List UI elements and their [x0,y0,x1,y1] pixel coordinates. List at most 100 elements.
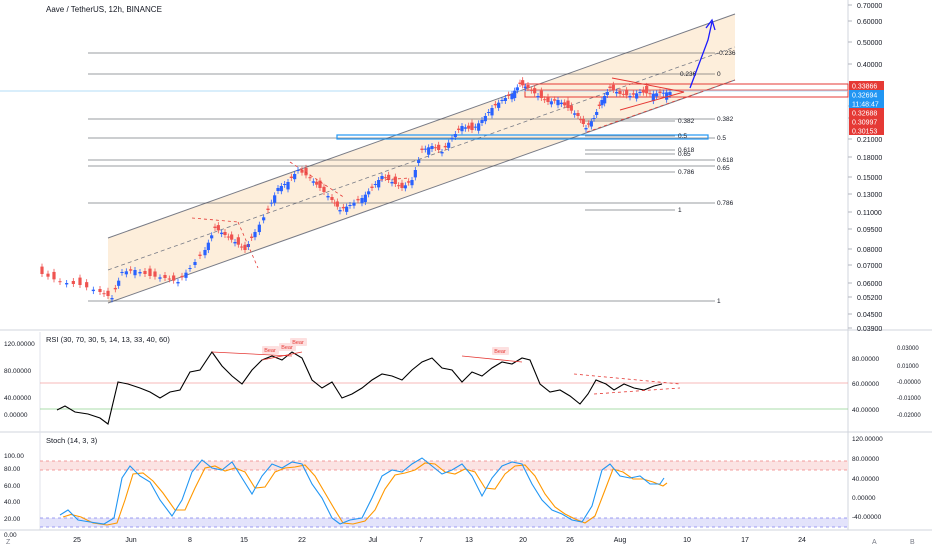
candle-body [518,82,522,84]
candle-body [370,186,374,188]
candle-body [129,269,133,271]
stoch-left-tick: 60.00 [4,483,21,490]
candle-body [556,100,560,106]
candle-body [651,93,655,102]
candle-body [387,174,391,180]
rsi-dashed-lower[interactable] [593,387,681,395]
price-tick-label: 0.21000 [857,137,882,144]
candle-body [440,152,444,154]
stoch-k-line[interactable] [59,457,665,525]
candle-body [46,273,50,277]
fibonacci-retracements[interactable]: -0.23600.2360.3820.50.6180.650.78610.382… [0,50,849,305]
stoch-d-line[interactable] [62,462,668,526]
candle-body [352,202,356,206]
candle-body [573,113,577,115]
fib-label: 0.786 [717,200,734,207]
auto-scale-button[interactable]: A [872,539,877,546]
channel-lower-line[interactable] [107,79,736,304]
candle-body [500,100,504,101]
candle-body [433,147,437,149]
candle-body [206,242,210,251]
candle-body [153,271,157,277]
dashed-trend-1[interactable] [191,217,239,223]
candle-body [203,250,207,256]
candle-body [453,134,457,137]
stoch-pane[interactable]: 100.00 80.00 60.00 40.00 20.00 0.00 120.00000 8… [4,436,883,539]
stoch-oversold-band [40,518,848,527]
candle-body [543,99,547,101]
candle-body [367,191,371,195]
bear-label: Bear [264,348,276,354]
bear-label: Bear [494,349,506,355]
time-axis-label: 25 [73,537,81,544]
projection-arrowhead[interactable] [705,18,716,31]
candle-body [184,272,188,278]
rsi-pane[interactable]: Bear BearBearBear120.0000080.0000040.0000… [4,338,921,425]
price-tick-label: 0.50000 [857,40,882,47]
price-tick-label: 0.09500 [857,227,882,234]
candle-body [536,96,540,98]
candle-body [450,138,454,139]
rsi-divergence-3[interactable] [461,355,523,363]
zoom-reset-button[interactable]: Z [6,539,11,546]
candle-body [226,236,230,238]
channel-upper-line[interactable] [107,13,736,239]
drawing-annotations[interactable] [191,18,736,269]
time-axis-label: 26 [566,537,574,544]
support-trendline[interactable] [586,79,736,133]
candle-body [213,226,217,228]
rsi-divergence-2[interactable] [261,351,303,361]
candle-body [300,169,304,173]
candle-body [397,185,401,187]
candle-body [138,272,142,274]
rsi-divergence-1[interactable] [211,351,293,357]
candle-body [91,289,95,292]
brightness-button[interactable]: B [910,539,915,546]
candle-body [592,118,596,119]
candle-body [457,128,461,130]
stoch-title: Stoch (14, 3, 3) [46,436,98,445]
projection-arrow[interactable] [689,21,713,89]
candle-body [553,99,557,101]
candle-body [447,142,451,148]
triangle-pattern[interactable] [611,77,685,111]
rsi-left-tick: 120.00000 [4,341,35,348]
candlestick-series [40,77,672,303]
price-badge-label: 11:48:47 [852,102,879,109]
candle-body [410,180,414,186]
candle-body [283,184,287,185]
rsi-title: RSI (30, 70, 30, 5, 14, 13, 33, 40, 60) [46,335,170,344]
candle-body [120,272,124,273]
candle-body [665,92,669,100]
rsi-line[interactable] [56,351,663,425]
candle-body [493,103,497,106]
price-tick-label: 0.40000 [857,62,882,69]
price-badge-red [849,81,884,90]
fib-label: 0.5 [717,135,726,142]
dashed-trend-3[interactable] [289,161,346,199]
candle-body [635,93,639,99]
time-axis-label: 10 [683,537,691,544]
candle-body [546,96,550,102]
rsi-right-tick: 40.00000 [852,407,879,414]
candle-body [148,268,152,276]
candle-body [648,93,652,95]
time-axis-label: 7 [419,537,423,544]
candle-body [106,290,110,296]
candle-body [625,90,629,96]
candle-body [308,177,312,179]
dashed-trend-4[interactable] [379,177,411,181]
candle-body [257,224,261,233]
candle-body [318,180,322,188]
price-tick-label: 0.06000 [857,281,882,288]
dashed-trend-2[interactable] [237,221,259,269]
candle-body [296,170,300,171]
candle-body [641,89,645,93]
candle-body [273,195,277,203]
axes: 0.700000.600000.500000.400000.350000.300… [73,3,884,544]
fib-label-2: 0.65 [678,151,691,158]
candle-body [85,282,89,288]
blue-range-box[interactable] [336,134,709,140]
